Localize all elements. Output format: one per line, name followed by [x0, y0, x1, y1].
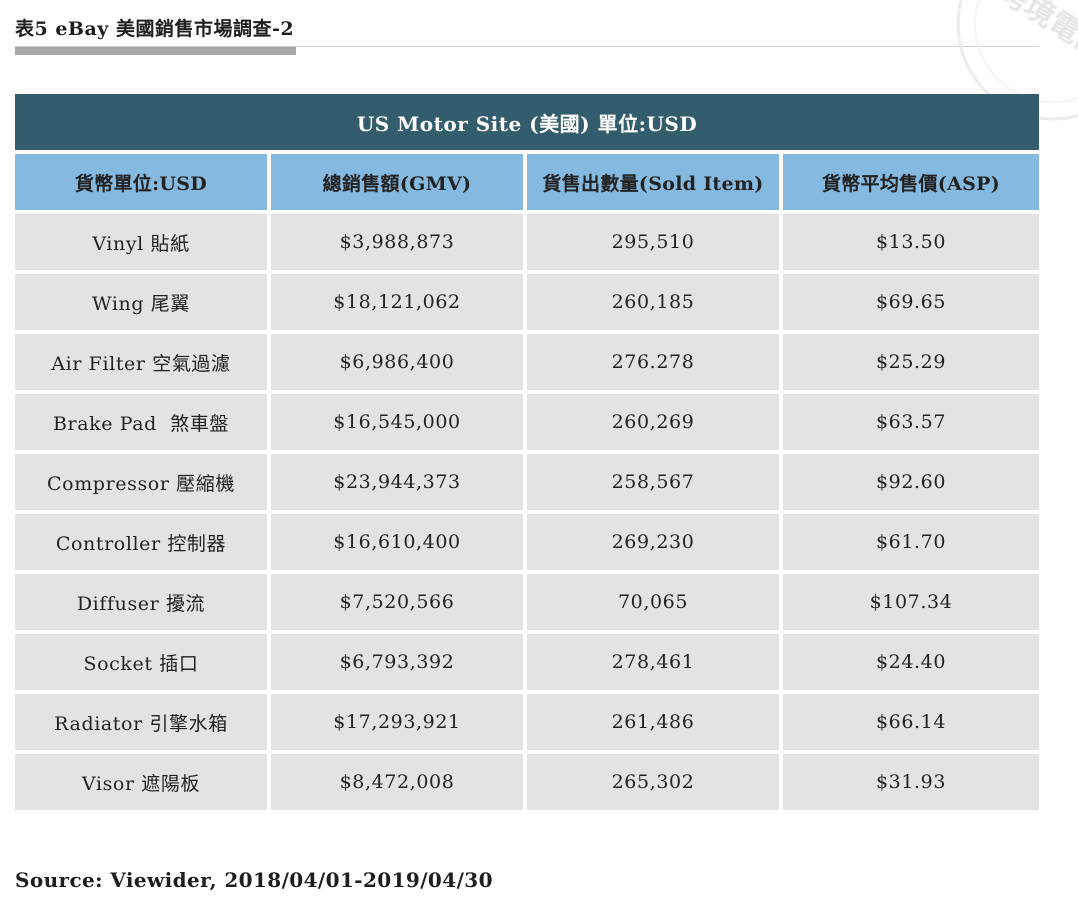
cell-category: Brake Pad 煞車盤: [15, 394, 271, 454]
cell-asp: $25.29: [783, 334, 1039, 394]
cell-gmv: $16,545,000: [271, 394, 527, 454]
cell-category: Wing 尾翼: [15, 274, 271, 334]
cell-asp: $107.34: [783, 574, 1039, 634]
table-row: Radiator 引擎水箱 $17,293,921 261,486 $66.14: [15, 694, 1039, 754]
motor-site-table: US Motor Site (美國) 單位:USD 貨幣單位:USD 總銷售額(…: [15, 94, 1039, 814]
cell-category: Compressor 壓縮機: [15, 454, 271, 514]
table-row: Socket 插口 $6,793,392 278,461 $24.40: [15, 634, 1039, 694]
table-row: Wing 尾翼 $18,121,062 260,185 $69.65: [15, 274, 1039, 334]
table-caption: US Motor Site (美國) 單位:USD: [15, 94, 1039, 154]
cell-asp: $92.60: [783, 454, 1039, 514]
cell-gmv: $6,793,392: [271, 634, 527, 694]
cell-gmv: $8,472,008: [271, 754, 527, 814]
cell-gmv: $16,610,400: [271, 514, 527, 574]
cell-gmv: $17,293,921: [271, 694, 527, 754]
cell-asp: $31.93: [783, 754, 1039, 814]
cell-gmv: $18,121,062: [271, 274, 527, 334]
cell-sold-items: 70,065: [527, 574, 783, 634]
header-sold-item: 貨售出數量(Sold Item): [527, 154, 783, 214]
cell-category: Radiator 引擎水箱: [15, 694, 271, 754]
cell-sold-items: 278,461: [527, 634, 783, 694]
cell-asp: $66.14: [783, 694, 1039, 754]
cell-asp: $61.70: [783, 514, 1039, 574]
cell-gmv: $3,988,873: [271, 214, 527, 274]
cell-sold-items: 265,302: [527, 754, 783, 814]
cell-sold-items: 258,567: [527, 454, 783, 514]
table-row: Air Filter 空氣過濾 $6,986,400 276.278 $25.2…: [15, 334, 1039, 394]
cell-category: Socket 插口: [15, 634, 271, 694]
watermark-text: 跨境電商生: [992, 0, 1078, 83]
title-divider: [15, 46, 1039, 47]
table-row: Visor 遮陽板 $8,472,008 265,302 $31.93: [15, 754, 1039, 814]
cell-asp: $24.40: [783, 634, 1039, 694]
header-gmv: 總銷售額(GMV): [271, 154, 527, 214]
header-currency-unit: 貨幣單位:USD: [15, 154, 271, 214]
cell-asp: $69.65: [783, 274, 1039, 334]
cell-sold-items: 295,510: [527, 214, 783, 274]
table-row: Brake Pad 煞車盤 $16,545,000 260,269 $63.57: [15, 394, 1039, 454]
table-row: Compressor 壓縮機 $23,944,373 258,567 $92.6…: [15, 454, 1039, 514]
cell-category: Visor 遮陽板: [15, 754, 271, 814]
cell-asp: $13.50: [783, 214, 1039, 274]
cell-category: Diffuser 擾流: [15, 574, 271, 634]
cell-gmv: $23,944,373: [271, 454, 527, 514]
cell-asp: $63.57: [783, 394, 1039, 454]
table-header-row: 貨幣單位:USD 總銷售額(GMV) 貨售出數量(Sold Item) 貨幣平均…: [15, 154, 1039, 214]
cell-sold-items: 276.278: [527, 334, 783, 394]
header-asp: 貨幣平均售價(ASP): [783, 154, 1039, 214]
source-note: Source: Viewider, 2018/04/01-2019/04/30: [15, 868, 493, 892]
cell-sold-items: 261,486: [527, 694, 783, 754]
document-title: 表5 eBay 美國銷售市場調查-2: [15, 18, 295, 40]
table-caption-row: US Motor Site (美國) 單位:USD: [15, 94, 1039, 154]
table-row: Diffuser 擾流 $7,520,566 70,065 $107.34: [15, 574, 1039, 634]
cell-gmv: $7,520,566: [271, 574, 527, 634]
cell-sold-items: 260,269: [527, 394, 783, 454]
title-underline-bar: [15, 47, 296, 55]
table-row: Vinyl 貼紙 $3,988,873 295,510 $13.50: [15, 214, 1039, 274]
cell-category: Vinyl 貼紙: [15, 214, 271, 274]
cell-category: Controller 控制器: [15, 514, 271, 574]
table-row: Controller 控制器 $16,610,400 269,230 $61.7…: [15, 514, 1039, 574]
cell-sold-items: 260,185: [527, 274, 783, 334]
cell-gmv: $6,986,400: [271, 334, 527, 394]
cell-sold-items: 269,230: [527, 514, 783, 574]
cell-category: Air Filter 空氣過濾: [15, 334, 271, 394]
